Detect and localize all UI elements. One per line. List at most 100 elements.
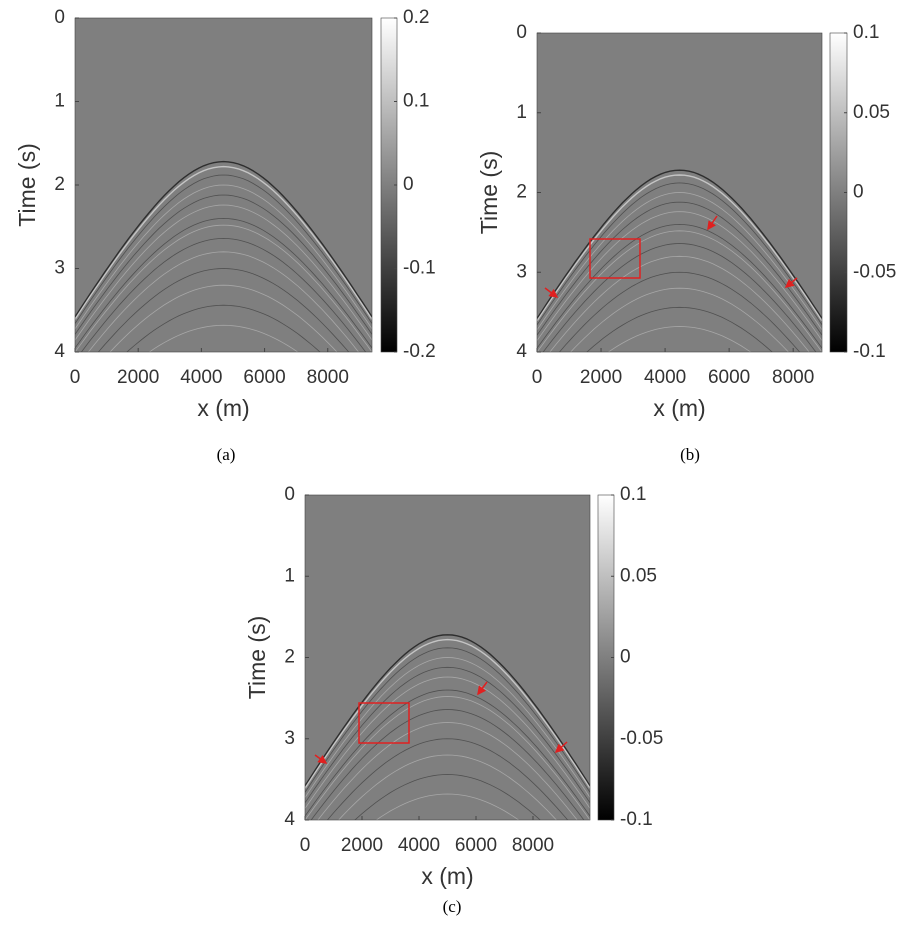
- y-tick-label: 4: [54, 341, 65, 362]
- seismic-event: [305, 634, 590, 787]
- seismic-event: [75, 204, 372, 341]
- x-tick-label: 8000: [772, 367, 814, 388]
- x-axis-label: x (m): [653, 395, 705, 421]
- y-tick-label: 0: [284, 484, 295, 505]
- seismic-event: [537, 211, 822, 341]
- x-tick-label: 8000: [307, 367, 349, 388]
- colorbar-tick-label: 0: [853, 182, 864, 203]
- x-tick-label: 4000: [644, 367, 686, 388]
- seismic-event: [75, 160, 372, 318]
- y-tick-label: 3: [516, 261, 527, 282]
- x-tick-label: 6000: [708, 367, 750, 388]
- x-tick-label: 4000: [398, 835, 440, 856]
- seismic-event: [354, 774, 541, 820]
- seismic-event: [305, 647, 590, 793]
- seismic-event: [537, 192, 822, 331]
- seismic-event: [305, 657, 590, 798]
- caption: (b): [680, 445, 700, 464]
- seismic-event: [537, 169, 822, 319]
- arrow: [477, 681, 488, 696]
- arrow: [544, 287, 559, 298]
- seismic-event: [537, 201, 822, 336]
- seismic-event: [375, 793, 520, 820]
- y-axis-label: Time (s): [14, 143, 40, 226]
- seismic-event: [542, 243, 817, 352]
- seismic-event: [97, 268, 350, 352]
- seismic-event: [305, 689, 590, 817]
- x-tick-label: 2000: [117, 367, 159, 388]
- x-axis-label: x (m): [421, 863, 473, 889]
- seismic-event: [305, 696, 590, 820]
- seismic-event: [537, 182, 822, 326]
- colorbar-tick-label: 0.05: [620, 565, 657, 586]
- y-tick-label: 1: [54, 91, 65, 112]
- seismic-event: [305, 638, 590, 789]
- seismic-events: [75, 160, 372, 352]
- colorbar-tick-label: 0.1: [403, 91, 429, 112]
- seismic-event: [87, 251, 360, 352]
- seismic-event: [75, 224, 372, 352]
- seismic-event: [570, 287, 789, 352]
- seismic-event: [305, 676, 590, 809]
- arrow: [784, 277, 798, 288]
- seismic-event: [549, 255, 810, 352]
- colorbar-tick-label: 0.1: [853, 22, 879, 43]
- seismic-event: [537, 223, 822, 349]
- seismic-event: [537, 230, 822, 352]
- x-axis-label: x (m): [197, 395, 249, 421]
- seismic-event: [537, 174, 822, 322]
- colorbar-tick-label: 0.05: [853, 102, 890, 123]
- caption: (a): [217, 445, 236, 464]
- seismic-event: [326, 738, 569, 820]
- seismic-event: [317, 722, 578, 820]
- y-tick-label: 4: [284, 809, 295, 830]
- x-tick-label: 2000: [341, 835, 383, 856]
- seismic-event: [75, 165, 372, 320]
- x-tick-label: 8000: [512, 835, 554, 856]
- arrow: [554, 741, 568, 754]
- y-tick-label: 2: [516, 182, 527, 203]
- y-tick-label: 1: [284, 565, 295, 586]
- y-tick-label: 0: [54, 7, 65, 28]
- x-tick-label: 2000: [580, 367, 622, 388]
- arrow: [707, 215, 718, 231]
- x-tick-label: 4000: [180, 367, 222, 388]
- y-tick-label: 4: [516, 341, 527, 362]
- colorbar-tick-label: 0.2: [403, 7, 429, 28]
- colorbar-tick-label: -0.05: [620, 728, 663, 749]
- seismic-event: [607, 326, 752, 352]
- arrow: [314, 754, 328, 764]
- x-tick-label: 6000: [455, 835, 497, 856]
- y-tick-label: 3: [284, 728, 295, 749]
- x-tick-label: 0: [70, 367, 81, 388]
- colorbar-tick-label: -0.2: [403, 341, 436, 362]
- seismic-event: [126, 304, 321, 352]
- y-tick-label: 1: [516, 102, 527, 123]
- colorbar-tick-label: -0.05: [853, 261, 896, 282]
- seismic-event: [75, 217, 372, 349]
- colorbar-tick-label: -0.1: [403, 258, 436, 279]
- colorbar-tick-label: 0.1: [620, 484, 646, 505]
- y-tick-label: 2: [284, 647, 295, 668]
- seismic-event: [75, 184, 372, 330]
- colorbar-tick-label: -0.1: [853, 341, 886, 362]
- seismic-event: [305, 666, 590, 804]
- x-tick-label: 6000: [243, 367, 285, 388]
- y-tick-label: 0: [516, 22, 527, 43]
- colorbar-tick-label: 0: [403, 174, 414, 195]
- seismic-events: [537, 169, 822, 352]
- seismic-event: [109, 284, 338, 352]
- annotations: [314, 215, 798, 764]
- y-tick-label: 2: [54, 174, 65, 195]
- seismic-event: [558, 271, 801, 352]
- colorbar-tick-label: -0.1: [620, 809, 653, 830]
- seismic-event: [586, 306, 773, 352]
- seismic-event: [338, 754, 557, 820]
- y-tick-label: 3: [54, 258, 65, 279]
- seismic-event: [75, 194, 372, 335]
- seismic-event: [310, 709, 585, 820]
- caption: (c): [443, 897, 462, 916]
- seismic-event: [148, 324, 299, 352]
- y-axis-label: Time (s): [244, 616, 270, 699]
- y-axis-label: Time (s): [476, 151, 502, 234]
